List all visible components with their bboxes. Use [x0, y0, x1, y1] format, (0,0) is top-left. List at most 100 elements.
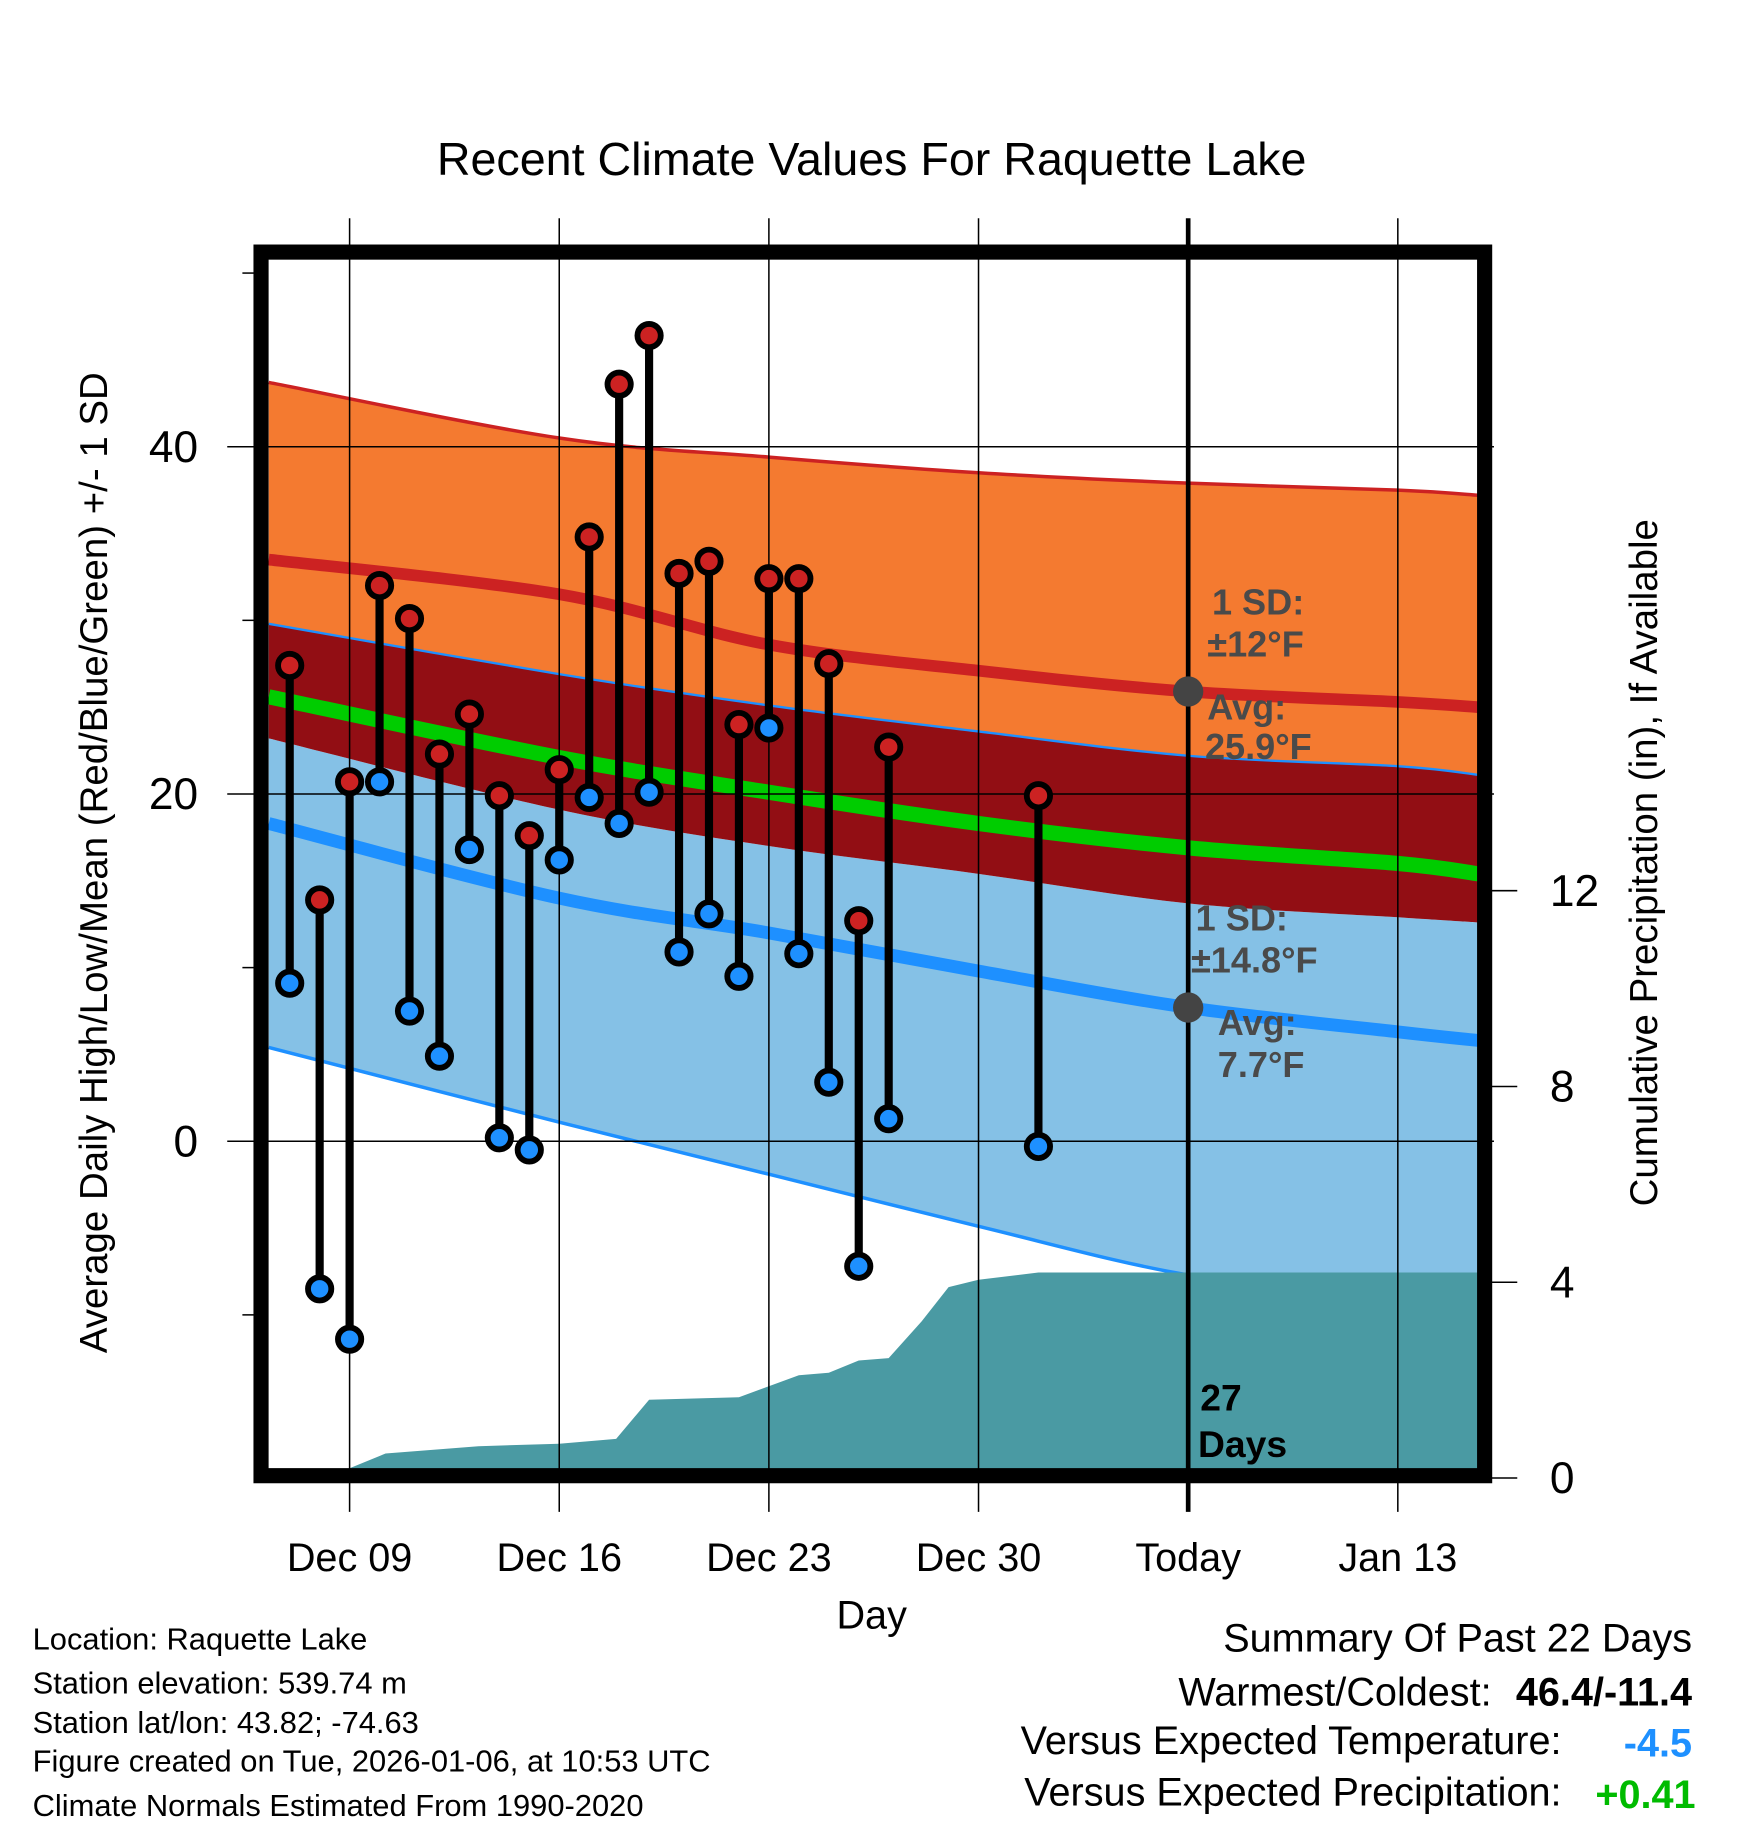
daily-low-point — [484, 1123, 514, 1153]
daily-high-point — [724, 709, 754, 740]
y-right-tick-label: 12 — [1550, 867, 1599, 916]
created-text: Figure created on Tue, 2026-01-06, at 10… — [33, 1744, 711, 1779]
daily-low-point — [634, 777, 664, 807]
daily-low-point — [544, 845, 574, 875]
normals-text: Climate Normals Estimated From 1990-2020 — [33, 1788, 644, 1823]
daily-low-point — [754, 713, 784, 743]
high-sd-label: 1 SD: — [1212, 582, 1304, 623]
x-tick-label: Dec 30 — [916, 1536, 1042, 1580]
daily-high-point — [1023, 781, 1053, 811]
daily-low-point — [814, 1067, 844, 1097]
daily-low-point — [844, 1251, 874, 1281]
y-tick-label: 20 — [149, 770, 198, 819]
low-sd-band — [268, 738, 1478, 1307]
daily-low-point — [784, 939, 814, 969]
low-sd-label: 1 SD: — [1196, 897, 1288, 938]
daily-low-point — [604, 808, 634, 839]
low-avg-label: Avg: — [1218, 1002, 1297, 1043]
daily-low-point — [514, 1135, 544, 1165]
daily-low-point — [874, 1104, 904, 1134]
latlon-text: Station lat/lon: 43.82; -74.63 — [33, 1705, 419, 1740]
high-plus-sd-line — [268, 380, 1478, 497]
low-mean-line — [268, 817, 1478, 1047]
high-mean-line — [268, 553, 1478, 713]
daily-high-point — [394, 604, 425, 634]
annotations: 1 SD: ±12°F Avg: 25.9°F 1 SD: ±14.8°F Av… — [1173, 582, 1318, 1465]
x-tick-label: Dec 16 — [496, 1536, 622, 1580]
high-sd-band — [268, 382, 1478, 775]
low-plus-sd-line — [268, 622, 1478, 776]
days-label: Days — [1198, 1423, 1287, 1465]
daily-high-point — [604, 369, 634, 399]
daily-high-point — [634, 321, 664, 351]
daily-high-point — [424, 739, 455, 769]
daily-high-point — [784, 564, 814, 594]
daily-high-point — [484, 781, 514, 811]
x-tick-label: Today — [1135, 1536, 1241, 1580]
warmest-coldest-value: 46.4/-11.4 — [1516, 1670, 1692, 1714]
daily-high-point — [454, 699, 484, 729]
high-avg-dot — [1173, 676, 1204, 707]
y-axis-right-label: Cumulative Precipitation (in), If Availa… — [1623, 519, 1666, 1206]
summary-title: Summary Of Past 22 Days — [1223, 1617, 1692, 1661]
daily-high-point — [275, 650, 305, 681]
chart-title: Recent Climate Values For Raquette Lake — [437, 133, 1307, 185]
plot-frame — [253, 244, 1493, 1484]
x-axis-label: Day — [836, 1593, 907, 1637]
daily-low-point — [335, 1324, 365, 1354]
low-avg-value: 7.7°F — [1218, 1044, 1305, 1085]
observations — [275, 321, 1053, 1354]
daily-low-point — [724, 961, 754, 991]
y-right-tick-label: 8 — [1550, 1063, 1575, 1112]
y-tick-label: 40 — [149, 423, 198, 472]
y-right-tick-label: 4 — [1550, 1258, 1575, 1307]
daily-low-point — [664, 937, 694, 967]
location-text: Location: Raquette Lake — [33, 1621, 368, 1656]
daily-low-point — [694, 899, 724, 929]
daily-high-point — [574, 522, 604, 552]
daily-low-point — [574, 782, 604, 813]
y-right-tick-label: 0 — [1550, 1454, 1575, 1503]
axes: Dec 09 Dec 16 Dec 23 Dec 30 Today Jan 1302040… — [149, 272, 1599, 1580]
daily-high-point — [514, 821, 544, 851]
precip-vs-expected-label: Versus Expected Precipitation: — [1024, 1770, 1561, 1814]
temp-vs-expected-label: Versus Expected Temperature: — [1021, 1719, 1562, 1763]
high-sd-value: ±12°F — [1207, 623, 1303, 664]
y-tick-label: 0 — [173, 1117, 198, 1166]
low-sd-value: ±14.8°F — [1191, 939, 1318, 980]
daily-high-point — [364, 571, 395, 601]
temp-vs-expected-value: -4.5 — [1624, 1722, 1692, 1766]
daily-low-point — [364, 767, 395, 797]
x-tick-label: Jan 13 — [1338, 1536, 1457, 1580]
daily-high-point — [694, 546, 724, 576]
warmest-coldest-label: Warmest/Coldest: — [1178, 1670, 1491, 1714]
normals-bands — [268, 380, 1478, 1469]
precip-vs-expected-value: +0.41 — [1595, 1773, 1695, 1817]
daily-high-point — [305, 885, 335, 915]
gridlines — [227, 218, 1494, 1512]
daily-low-point — [1023, 1131, 1053, 1162]
daily-high-point — [664, 558, 694, 589]
y-axis-label: Average Daily High/Low/Mean (Red/Blue/Gr… — [73, 372, 116, 1353]
days-count: 27 — [1200, 1376, 1241, 1418]
daily-low-point — [424, 1041, 455, 1071]
daily-high-point — [874, 732, 904, 762]
daily-high-point — [544, 755, 574, 785]
daily-high-point — [844, 906, 874, 936]
daily-low-point — [305, 1274, 335, 1304]
low-avg-dot — [1173, 992, 1204, 1023]
high-avg-value: 25.9°F — [1205, 726, 1312, 767]
daily-high-point — [754, 564, 784, 594]
precipitation-area — [349, 1272, 1478, 1469]
x-tick-label: Dec 09 — [287, 1536, 413, 1580]
x-tick-label: Dec 23 — [706, 1536, 832, 1580]
summary: Summary Of Past 22 Days Warmest/Coldest:… — [1021, 1617, 1696, 1817]
daily-high-point — [335, 767, 365, 797]
mean-line — [268, 689, 1478, 882]
daily-high-point — [814, 649, 844, 679]
elevation-text: Station elevation: 539.74 m — [33, 1666, 407, 1701]
daily-low-point — [454, 834, 484, 865]
daily-low-point — [275, 968, 305, 998]
station-info: Location: Raquette Lake Station elevatio… — [33, 1621, 711, 1823]
